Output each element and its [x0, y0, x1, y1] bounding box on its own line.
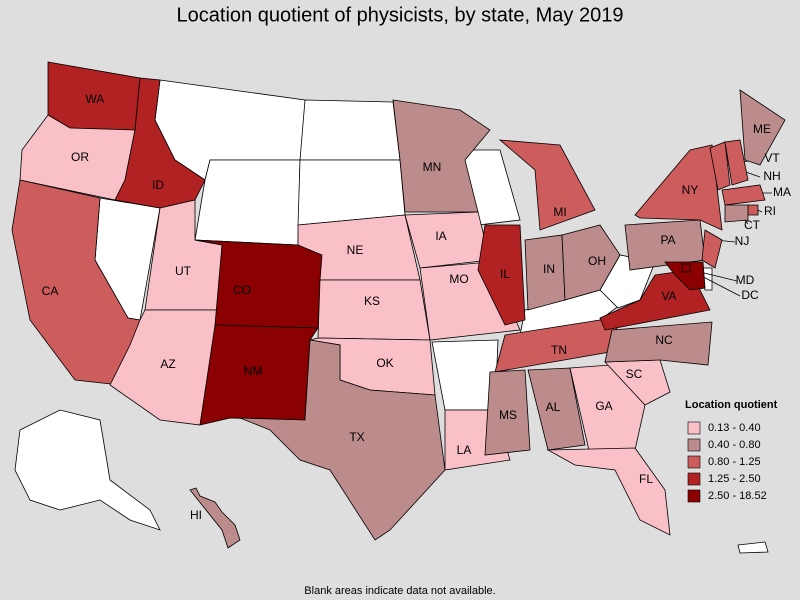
- legend-swatch: [687, 489, 701, 503]
- state-label: RI: [764, 204, 776, 218]
- state-label: CO: [233, 283, 251, 297]
- state-nd: [299, 99, 401, 161]
- state-label: NJ: [735, 234, 750, 248]
- state: [404, 211, 491, 269]
- territory-pr: [737, 541, 769, 554]
- state-label: MI: [553, 205, 566, 219]
- legend-swatch: [687, 455, 701, 469]
- state-wy: [194, 159, 301, 246]
- state-label: SC: [626, 367, 643, 381]
- state-label: MN: [423, 160, 442, 174]
- state-label: GA: [595, 399, 612, 413]
- state-ak: [14, 409, 161, 531]
- state-label: MO: [449, 272, 468, 286]
- state: [724, 204, 749, 223]
- blank-states: [14, 79, 769, 554]
- state-label: NC: [655, 333, 673, 347]
- state: [739, 89, 786, 166]
- state: [498, 139, 596, 231]
- state: [484, 369, 531, 456]
- state-label: MA: [773, 185, 791, 199]
- state: [527, 367, 586, 451]
- state: [546, 447, 671, 536]
- state: [392, 99, 491, 213]
- legend-title: Location quotient: [685, 399, 778, 411]
- state-label: MS: [499, 408, 517, 422]
- state-label: TX: [349, 430, 364, 444]
- state-label: CA: [42, 284, 59, 298]
- state: [561, 224, 621, 301]
- state-label: IN: [543, 262, 555, 276]
- state: [634, 144, 723, 231]
- legend-swatch: [687, 421, 701, 435]
- footnote: Blank areas indicate data not available.: [304, 585, 495, 597]
- state-label: NE: [347, 243, 364, 257]
- state-label: AL: [546, 400, 561, 414]
- legend-label: 2.50 - 18.52: [708, 490, 767, 502]
- state-label: TN: [551, 343, 567, 357]
- state-label: IA: [435, 229, 446, 243]
- state-label: OK: [376, 356, 393, 370]
- state: [681, 263, 691, 273]
- state-label: FL: [639, 472, 653, 486]
- state-label: HI: [190, 508, 202, 522]
- legend-label: 1.25 - 2.50: [708, 473, 761, 485]
- state-label: KS: [364, 294, 380, 308]
- state: [709, 141, 731, 191]
- state: [664, 261, 706, 291]
- state-label: ME: [753, 122, 771, 136]
- state-label: VT: [764, 151, 780, 165]
- state-label: MD: [736, 273, 755, 287]
- map-title: Location quotient of physicists, by stat…: [177, 4, 624, 26]
- legend-label: 0.40 - 0.80: [708, 439, 761, 451]
- state: [604, 321, 713, 366]
- state: [317, 279, 431, 341]
- legend-swatch: [687, 438, 701, 452]
- state: [721, 184, 766, 206]
- state: [189, 487, 241, 549]
- state-label: NY: [682, 183, 699, 197]
- state-label: WA: [86, 92, 105, 106]
- state-label: PA: [660, 233, 675, 247]
- state: [239, 339, 446, 541]
- state: [477, 224, 526, 326]
- state-label: OH: [588, 254, 606, 268]
- state: [747, 204, 759, 216]
- state-label: UT: [175, 264, 192, 278]
- state-label: LA: [457, 443, 472, 457]
- state-label: NM: [244, 364, 263, 378]
- state-label: ID: [152, 178, 164, 192]
- state-label: IL: [500, 267, 510, 281]
- state-label: CT: [744, 218, 761, 232]
- state-sd: [297, 159, 406, 226]
- state: [724, 139, 749, 186]
- state: [569, 364, 646, 456]
- state-label: DC: [741, 288, 759, 302]
- legend-label: 0.13 - 0.40: [708, 422, 761, 434]
- state: [701, 229, 723, 269]
- legend-swatch: [687, 472, 701, 486]
- state-label: AZ: [160, 357, 175, 371]
- leader-line: [699, 271, 738, 282]
- state-label: NH: [763, 169, 780, 183]
- legend-label: 0.80 - 1.25: [708, 456, 761, 468]
- state-label: OR: [71, 150, 89, 164]
- state-label: VA: [661, 289, 676, 303]
